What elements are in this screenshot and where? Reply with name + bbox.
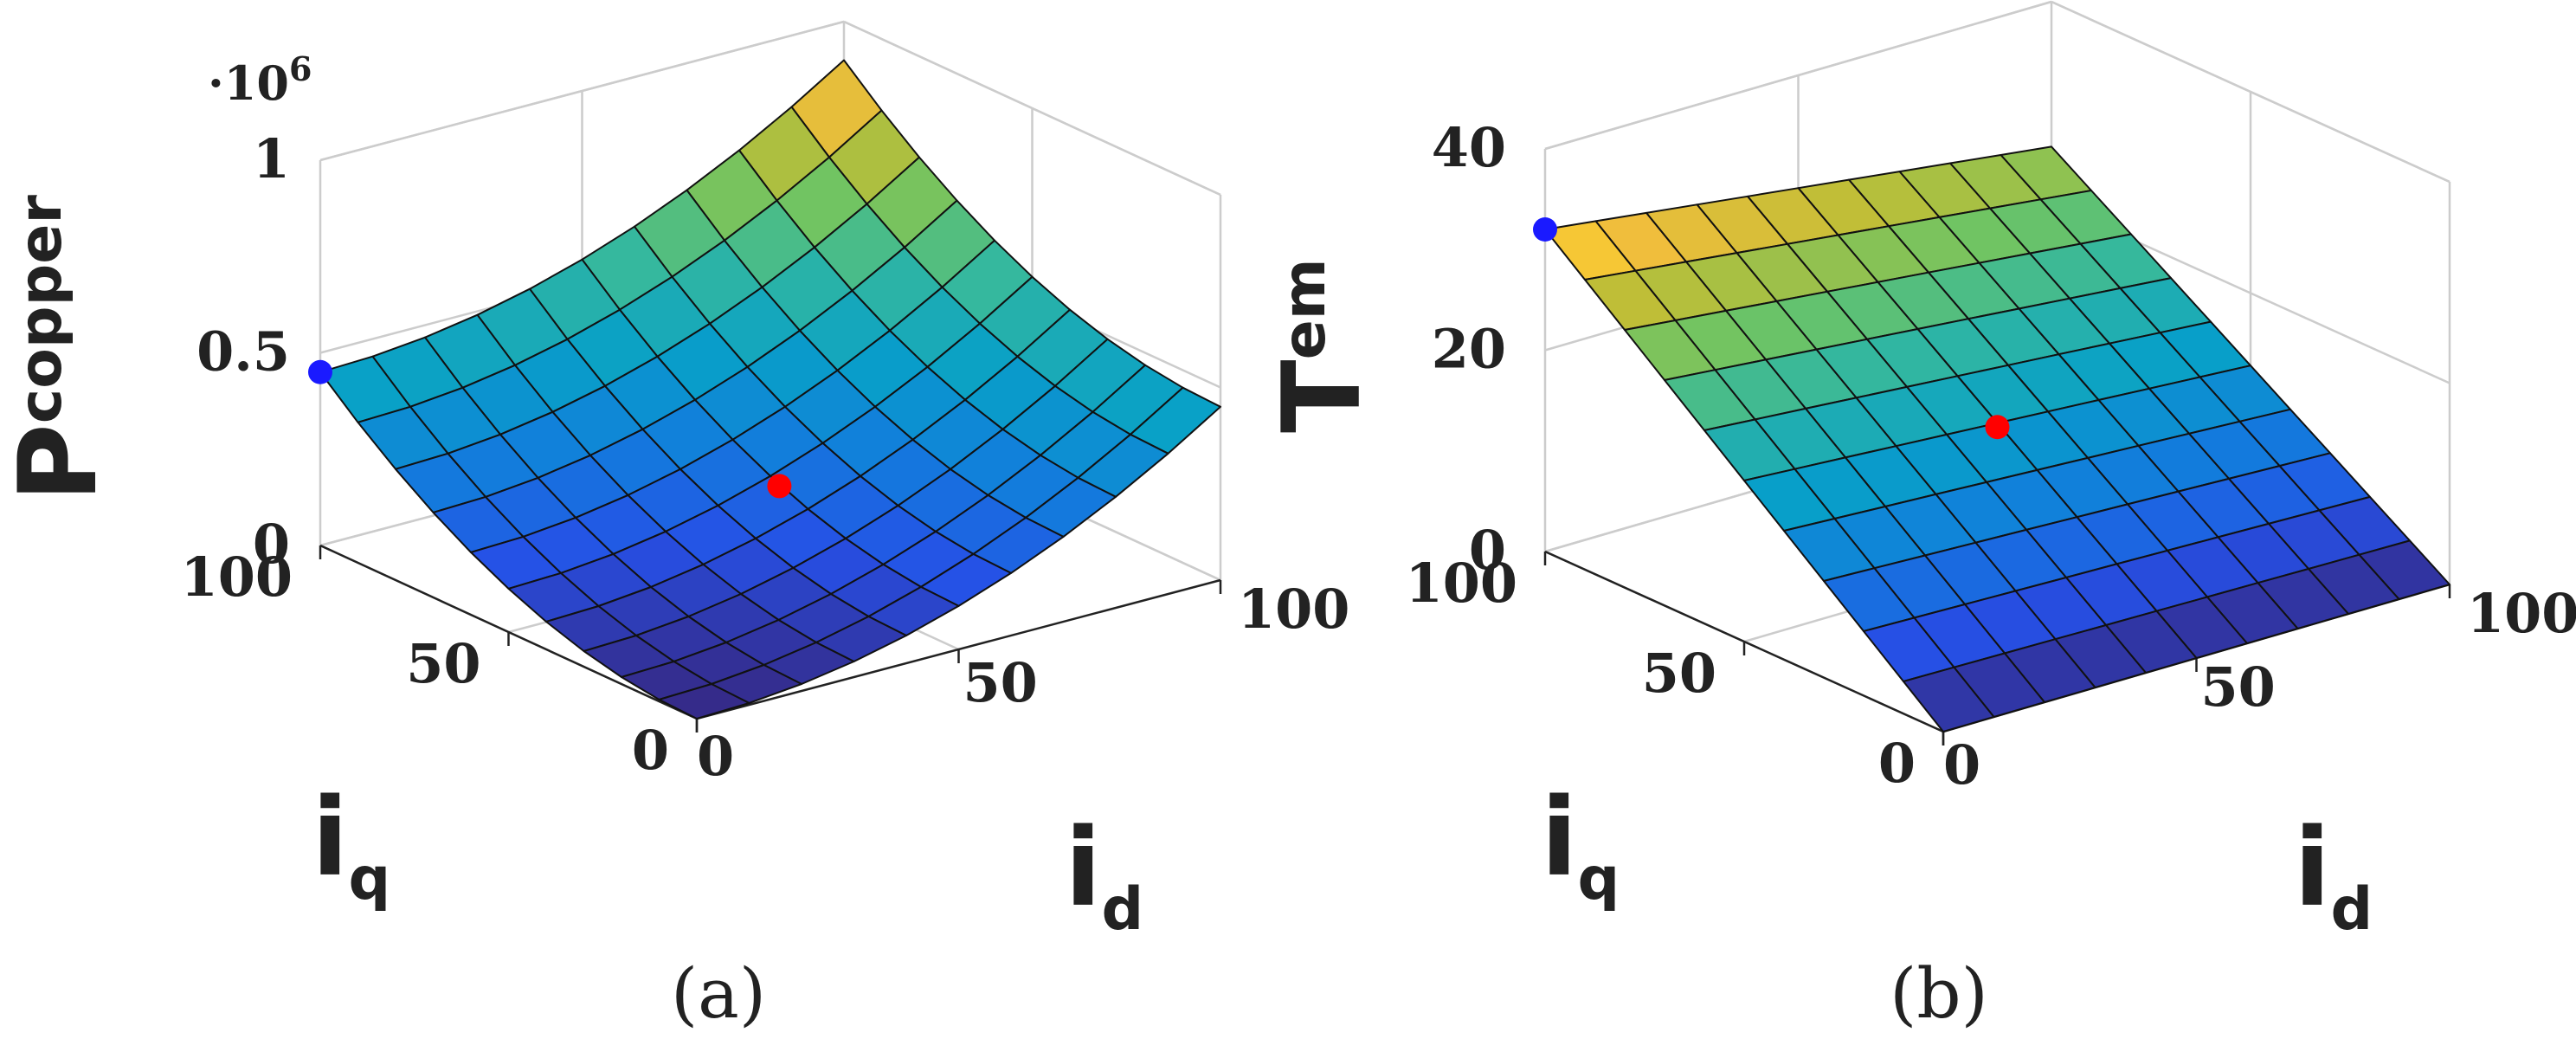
x-axis-label-main: i	[2294, 806, 2331, 931]
surface-mesh	[319, 59, 1221, 720]
marker-red	[1985, 415, 2010, 440]
x-tick-label: 0	[1943, 733, 1980, 797]
y-axis-label-sub: q	[1578, 845, 1620, 913]
surface-patch	[658, 683, 750, 720]
z-tick-label: 0.5	[196, 320, 290, 384]
y-axis-label-sub: q	[349, 845, 391, 913]
axis-lines	[319, 544, 1222, 733]
y-tick-label: 0	[1878, 732, 1916, 795]
subfigure-caption: (b)	[1890, 953, 1988, 1034]
marker-red	[767, 474, 792, 499]
y-tick-label: 0	[632, 719, 669, 782]
grid-line	[843, 20, 1221, 197]
z-axis-label-main: P	[0, 423, 121, 502]
z-tick-label: 0	[253, 513, 290, 576]
x-axis-label-sub: d	[2331, 875, 2373, 944]
z-tick-label: 1	[253, 127, 290, 190]
z-multiplier: ·106	[208, 49, 312, 111]
marker-blue	[1533, 217, 1557, 242]
y-tick-label: 50	[1642, 642, 1716, 705]
y-tick-label: 100	[181, 545, 293, 609]
x-axis-label: id	[1065, 806, 1143, 944]
x-axis-label-main: i	[1065, 806, 1102, 931]
subfigure-caption: (a)	[671, 953, 766, 1034]
surface-patch	[1903, 666, 1995, 733]
z-tick-label: 0	[1469, 519, 1506, 582]
y-axis-label-main: i	[1541, 776, 1578, 900]
z-multiplier-base: ·10	[208, 55, 289, 111]
z-axis-label-sub: em	[1271, 258, 1339, 359]
grid-line	[2051, 0, 2450, 184]
x-tick-label: 0	[697, 725, 734, 788]
x-tick-label: 100	[1238, 578, 1349, 641]
z-axis-label-sub: copper	[7, 195, 75, 423]
y-tick-label: 100	[1406, 552, 1517, 615]
z-tick-label: 20	[1432, 318, 1506, 381]
x-tick-label: 50	[2201, 655, 2276, 719]
grid-line	[319, 20, 845, 162]
grid-line	[1544, 0, 2052, 151]
surface-mesh	[1544, 145, 2450, 733]
x-tick-label: 50	[963, 651, 1038, 714]
y-tick-label: 50	[406, 632, 480, 695]
z-axis-label: Pcopper	[0, 195, 121, 502]
z-multiplier-exp: 6	[289, 49, 312, 88]
y-axis-label: iq	[1541, 776, 1620, 913]
x-tick-label: 100	[2467, 582, 2576, 645]
x-axis-label-sub: d	[1102, 875, 1144, 944]
y-axis-label-main: i	[312, 776, 349, 900]
z-axis-label-main: T	[1260, 359, 1385, 433]
x-axis-label: id	[2294, 806, 2373, 944]
z-tick-label: 40	[1432, 116, 1506, 179]
y-axis-label: iq	[312, 776, 390, 913]
z-axis-label: Tem	[1260, 258, 1385, 433]
marker-blue	[308, 359, 332, 384]
